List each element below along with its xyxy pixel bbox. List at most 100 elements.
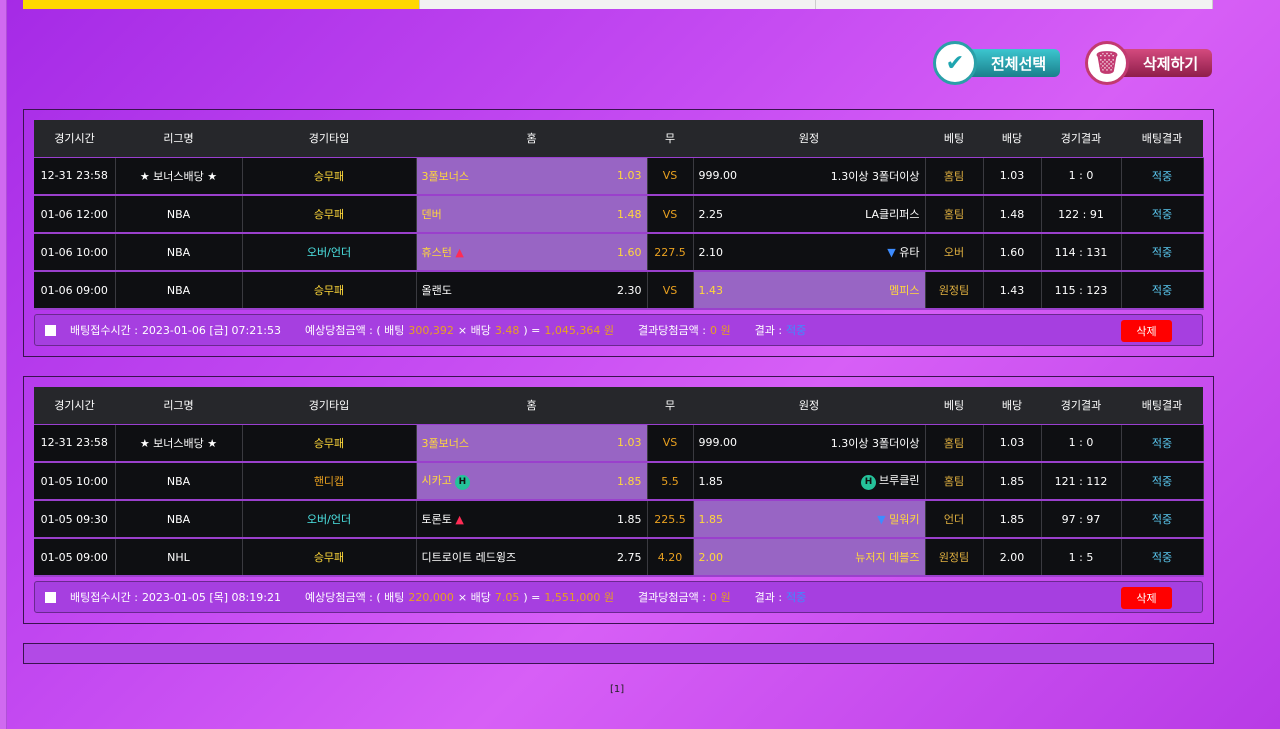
tab-1[interactable] — [23, 0, 420, 9]
column-header: 무 — [647, 387, 693, 425]
away-odds: 2.00 — [698, 550, 724, 564]
score: 1 : 0 — [1041, 157, 1122, 196]
delete-all-label: 삭제하기 — [1119, 49, 1213, 77]
column-header: 경기시간 — [34, 387, 115, 425]
left-scroll-strip — [0, 0, 7, 729]
column-header: 홈 — [416, 120, 647, 158]
away-cell[interactable]: 999.00 1.3이상 3폴더이상 — [693, 424, 926, 463]
away-cell[interactable]: 2.25 LA클리퍼스 — [693, 195, 926, 234]
home-odds: 1.85 — [617, 512, 642, 526]
delete-slip-button[interactable]: 삭제 — [1121, 587, 1172, 609]
column-header: 경기결과 — [1041, 387, 1121, 425]
home-cell[interactable]: 덴버 1.48 — [416, 195, 648, 234]
column-header: 무 — [647, 120, 693, 158]
odds: 2.00 — [983, 538, 1042, 577]
bet-table: 경기시간 리그명 경기타입 홈 무 원정 베팅 배당 경기결과 배팅결과 12-31 23:58 … — [34, 120, 1204, 310]
tab-2[interactable] — [419, 0, 817, 9]
away-team: 뉴저지 데블즈 — [855, 551, 920, 564]
arrow-down-icon: ▼ — [887, 246, 896, 259]
delete-slip-button[interactable]: 삭제 — [1121, 320, 1172, 342]
home-team: 덴버 — [421, 208, 442, 221]
delete-all-button[interactable]: 🗑 삭제하기 — [1085, 41, 1213, 85]
column-header: 리그명 — [115, 387, 242, 425]
away-cell[interactable]: 1.85 H 브루클린 — [693, 462, 926, 501]
away-team: LA클리퍼스 — [865, 208, 920, 221]
column-header: 배당 — [983, 387, 1041, 425]
bet-amount: 220,000 — [408, 590, 454, 604]
pick: 홈팀 — [925, 195, 984, 234]
table-row: 12-31 23:58 ★ 보너스배당 ★ 승무패 3폴보너스 1.03 VS 9… — [34, 157, 1204, 196]
select-all-button[interactable]: ✔ 전체선택 — [933, 41, 1061, 85]
table-row: 01-06 12:00 NBA 승무패 덴버 1.48 VS 2.25 LA클리퍼스… — [34, 195, 1204, 234]
slip-checkbox[interactable] — [45, 324, 56, 336]
game-type: 승무패 — [242, 157, 417, 196]
home-odds: 1.85 — [617, 474, 642, 488]
away-cell[interactable]: 1.43 멤피스 — [693, 271, 926, 310]
away-team: 브루클린 — [879, 474, 920, 487]
away-team: 유타 — [899, 246, 920, 259]
won-amount: 0 원 — [709, 591, 731, 604]
home-cell[interactable]: 올랜도 2.30 — [416, 271, 648, 310]
away-team: 1.3이상 3폴더이상 — [830, 436, 920, 450]
away-odds: 2.25 — [698, 207, 724, 221]
score: 97 : 97 — [1041, 500, 1122, 539]
draw-cell[interactable]: 5.5 — [647, 462, 694, 501]
tab-3[interactable] — [816, 0, 1214, 9]
bet-result: 적중 — [1121, 157, 1204, 196]
game-type: 오버/언더 — [242, 500, 417, 539]
header-row: 경기시간 리그명 경기타입 홈 무 원정 베팅 배당 경기결과 배팅결과 — [34, 387, 1203, 425]
draw-cell[interactable]: 225.5 — [647, 500, 694, 539]
slip-checkbox[interactable] — [45, 591, 56, 603]
away-odds: 999.00 — [698, 169, 738, 183]
away-odds: 1.85 — [698, 512, 724, 526]
draw-cell[interactable]: VS — [647, 157, 694, 196]
handicap-icon: H — [454, 475, 470, 490]
home-cell[interactable]: 3폴보너스 1.03 — [416, 157, 648, 196]
league: NBA — [115, 271, 243, 310]
away-cell[interactable]: 2.10 ▼ 유타 — [693, 233, 926, 272]
home-odds: 1.60 — [617, 245, 642, 259]
away-cell[interactable]: 999.00 1.3이상 3폴더이상 — [693, 157, 926, 196]
expected-payout: 1,045,364 원 — [544, 324, 615, 337]
league: NBA — [115, 500, 243, 539]
home-cell[interactable]: 3폴보너스 1.03 — [416, 424, 648, 463]
pagination-page-1[interactable]: [1] — [610, 684, 625, 695]
bottom-bar — [23, 643, 1214, 664]
draw-cell[interactable]: 4.20 — [647, 538, 694, 577]
away-cell[interactable]: 1.85 ▼ 밀워키 — [693, 500, 926, 539]
draw-cell[interactable]: VS — [647, 195, 694, 234]
league: NHL — [115, 538, 243, 577]
away-odds: 2.10 — [698, 245, 724, 259]
home-cell[interactable]: 디트로이트 레드윙즈 2.75 — [416, 538, 648, 577]
draw-cell[interactable]: 227.5 — [647, 233, 694, 272]
game-type: 승무패 — [242, 195, 417, 234]
score: 114 : 131 — [1041, 233, 1122, 272]
home-cell[interactable]: 토론토 ▲ 1.85 — [416, 500, 648, 539]
game-time: 01-05 09:00 — [34, 538, 116, 577]
draw-cell[interactable]: VS — [647, 271, 694, 310]
arrow-up-icon: ▲ — [455, 246, 464, 259]
column-header: 배팅결과 — [1121, 120, 1203, 158]
column-header: 경기타입 — [242, 120, 416, 158]
league: NBA — [115, 195, 243, 234]
game-type: 승무패 — [242, 271, 417, 310]
times-label: × 배당 — [457, 591, 491, 604]
check-icon: ✔ — [933, 41, 977, 85]
table-row: 01-05 09:00 NHL 승무패 디트로이트 레드윙즈 2.75 4.20 … — [34, 538, 1204, 577]
expected-label: 예상당첨금액 : ( 배팅 — [304, 324, 405, 337]
pick: 홈팀 — [925, 157, 984, 196]
away-team: 멤피스 — [889, 284, 920, 297]
home-cell[interactable]: 휴스턴 ▲ 1.60 — [416, 233, 648, 272]
pick: 언더 — [925, 500, 984, 539]
bet-result: 적중 — [1121, 462, 1204, 501]
expected-label: 예상당첨금액 : ( 배팅 — [304, 591, 405, 604]
odds: 1.03 — [983, 157, 1042, 196]
table-row: 12-31 23:58 ★ 보너스배당 ★ 승무패 3폴보너스 1.03 VS 9… — [34, 424, 1204, 463]
handicap-icon: H — [861, 475, 877, 490]
home-team: 휴스턴 — [421, 246, 452, 259]
total-odds: 3.48 — [494, 323, 520, 337]
won-amount: 0 원 — [709, 324, 731, 337]
draw-cell[interactable]: VS — [647, 424, 694, 463]
away-cell[interactable]: 2.00 뉴저지 데블즈 — [693, 538, 926, 577]
home-cell[interactable]: 시카고 H 1.85 — [416, 462, 648, 501]
